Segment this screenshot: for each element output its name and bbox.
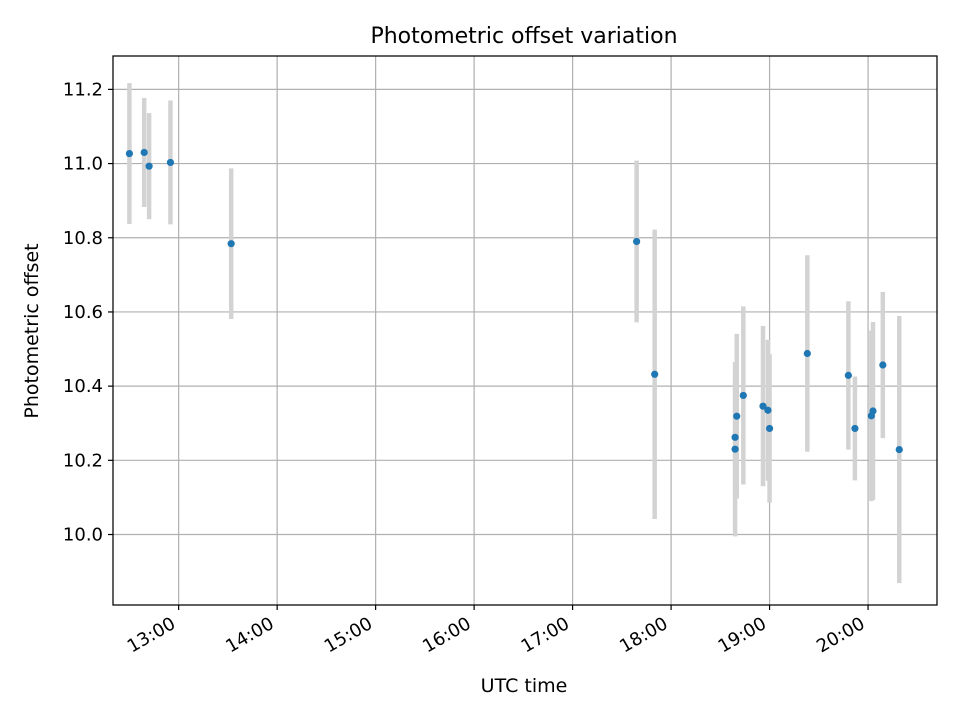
x-axis-label: UTC time bbox=[481, 675, 568, 697]
grid-lines bbox=[113, 56, 937, 605]
y-tick-label: 11.2 bbox=[63, 79, 103, 100]
chart-title: Photometric offset variation bbox=[370, 24, 677, 49]
data-points bbox=[125, 148, 903, 454]
data-point bbox=[739, 391, 747, 400]
data-point bbox=[731, 433, 739, 441]
data-point bbox=[651, 370, 659, 378]
y-tick-label: 11.0 bbox=[63, 154, 103, 175]
data-point bbox=[166, 158, 175, 167]
data-point bbox=[633, 237, 641, 246]
data-point bbox=[145, 162, 153, 170]
data-point bbox=[733, 412, 741, 420]
y-tick-label: 10.2 bbox=[63, 450, 103, 471]
data-point bbox=[764, 406, 772, 414]
y-tick-label: 10.4 bbox=[63, 376, 103, 397]
data-point bbox=[895, 445, 903, 454]
data-point bbox=[140, 148, 148, 157]
data-point bbox=[125, 149, 134, 158]
data-point bbox=[869, 407, 877, 415]
data-point bbox=[759, 402, 767, 410]
y-axis-label: Photometric offset bbox=[21, 243, 43, 418]
plot-area-frame bbox=[112, 55, 938, 606]
y-axis-ticks: 10.0 10.2 10.4 10.6 10.8 11.0 11.2 bbox=[63, 79, 113, 546]
data-point bbox=[731, 445, 739, 453]
data-point bbox=[879, 361, 887, 369]
data-point bbox=[227, 240, 235, 248]
data-point bbox=[851, 424, 859, 433]
y-tick-label: 10.8 bbox=[63, 228, 103, 249]
y-tick-label: 10.6 bbox=[63, 302, 103, 323]
data-point bbox=[765, 424, 774, 433]
data-point bbox=[803, 349, 811, 358]
y-tick-label: 10.0 bbox=[63, 525, 103, 546]
data-point bbox=[844, 371, 852, 379]
